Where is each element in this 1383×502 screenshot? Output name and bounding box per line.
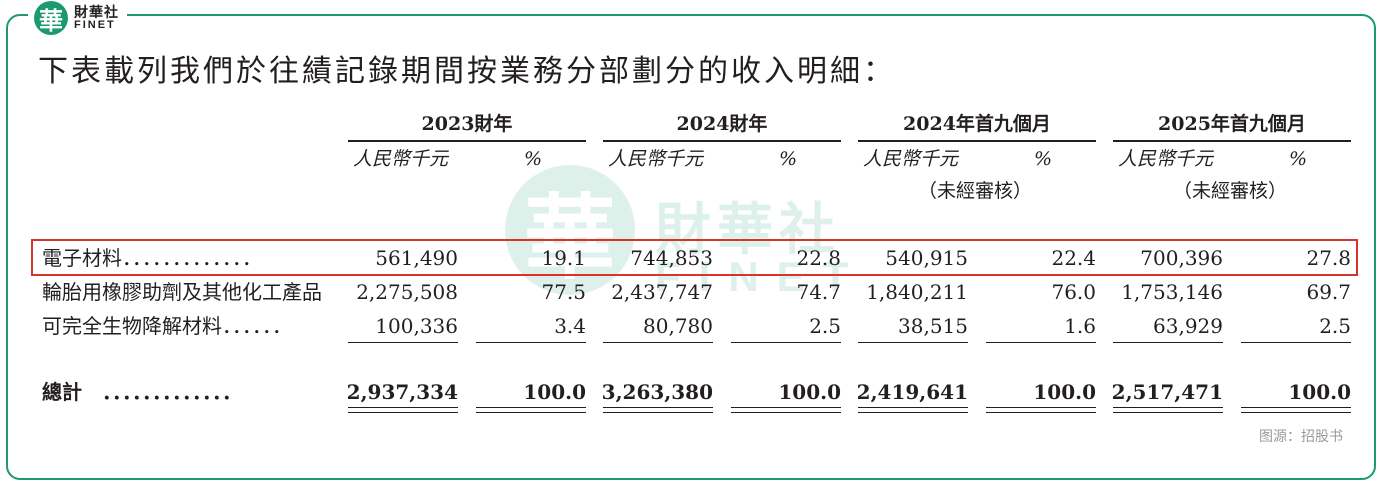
logo-name-en: FINET [74, 18, 116, 31]
unaudited-label-2025-9m: （未經審核） [1173, 180, 1288, 202]
row-label-biodegradable-materials: 可完全生物降解材料．．．．．． [42, 314, 292, 338]
column-group-2024-9m: 2024年首九個月 [858, 108, 1096, 142]
total-double-rule [348, 407, 458, 413]
table-cell: 22.8 [796, 246, 841, 270]
table-cell: 19.1 [541, 246, 586, 270]
amount-header-2025-9m: 人民幣千元 [1118, 148, 1214, 170]
table-cell: 2,937,334 [346, 380, 458, 404]
subtotal-rule [1113, 342, 1223, 343]
subtotal-rule [348, 342, 458, 343]
table-cell: 38,515 [898, 314, 968, 338]
table-cell: 76.0 [1051, 280, 1096, 304]
total-double-rule [731, 407, 841, 413]
table-cell: 2.5 [1319, 314, 1351, 338]
table-cell: 27.8 [1306, 246, 1351, 270]
subtotal-rule [731, 342, 841, 343]
table-cell: 2,419,641 [856, 380, 968, 404]
table-cell: 77.5 [541, 280, 586, 304]
table-cell: 69.7 [1306, 280, 1351, 304]
table-cell: 1,840,211 [866, 280, 968, 304]
total-double-rule [858, 407, 968, 413]
logo-name-cn: 財華社 [74, 4, 119, 21]
table-cell: 100.0 [523, 380, 586, 404]
column-group-2024: 2024財年 [603, 108, 841, 142]
table-cell: 100,336 [375, 314, 458, 338]
table-cell: 744,853 [630, 246, 713, 270]
table-cell: 1.6 [1064, 314, 1096, 338]
column-group-2023: 2023財年 [348, 108, 586, 142]
finet-logo: 華 財華社 FINET [28, 0, 127, 36]
percent-header-2023: % [524, 148, 543, 170]
total-double-rule [603, 407, 713, 413]
table-cell: 100.0 [1033, 380, 1096, 404]
percent-header-2024-9m: % [1034, 148, 1053, 170]
amount-header-2023: 人民幣千元 [353, 148, 449, 170]
table-cell: 74.7 [796, 280, 841, 304]
table-cell: 63,929 [1153, 314, 1223, 338]
table-cell: 2,275,508 [356, 280, 458, 304]
table-cell: 561,490 [375, 246, 458, 270]
content-frame [6, 14, 1376, 480]
table-cell: 2,517,471 [1111, 380, 1223, 404]
subtotal-rule [603, 342, 713, 343]
table-cell: 100.0 [778, 380, 841, 404]
subtotal-rule [476, 342, 586, 343]
table-cell: 22.4 [1051, 246, 1096, 270]
percent-header-2025-9m: % [1289, 148, 1308, 170]
row-label-total: 總計 ．．．．．．．．．．．．． [42, 380, 242, 404]
table-cell: 700,396 [1140, 246, 1223, 270]
total-double-rule [1241, 407, 1351, 413]
amount-header-2024-9m: 人民幣千元 [863, 148, 959, 170]
table-cell: 3.4 [554, 314, 586, 338]
table-cell: 540,915 [885, 246, 968, 270]
subtotal-rule [858, 342, 968, 343]
highlight-box-electronic-materials [31, 239, 1358, 276]
amount-header-2024: 人民幣千元 [608, 148, 704, 170]
table-cell: 80,780 [643, 314, 713, 338]
subtotal-rule [986, 342, 1096, 343]
column-group-2025-9m: 2025年首九個月 [1113, 108, 1351, 142]
logo-badge: 華 [34, 1, 68, 35]
total-double-rule [1113, 407, 1223, 413]
table-cell: 2,437,747 [611, 280, 713, 304]
table-cell: 2.5 [809, 314, 841, 338]
percent-header-2024: % [779, 148, 798, 170]
unaudited-label-2024-9m: （未經審核） [918, 180, 1033, 202]
image-source-caption: 图源：招股书 [1259, 429, 1343, 445]
total-double-rule [986, 407, 1096, 413]
subtotal-rule [1241, 342, 1351, 343]
page-heading: 下表載列我們於往績記錄期間按業務分部劃分的收入明細： [38, 54, 896, 89]
total-double-rule [476, 407, 586, 413]
row-label-rubber-chemicals: 輪胎用橡膠助劑及其他化工產品 [42, 280, 322, 304]
row-label-electronic-materials: 電子材料．．．．．．．．．．．．． [42, 246, 262, 270]
table-cell: 1,753,146 [1121, 280, 1223, 304]
table-cell: 3,263,380 [601, 380, 713, 404]
table-cell: 100.0 [1288, 380, 1351, 404]
